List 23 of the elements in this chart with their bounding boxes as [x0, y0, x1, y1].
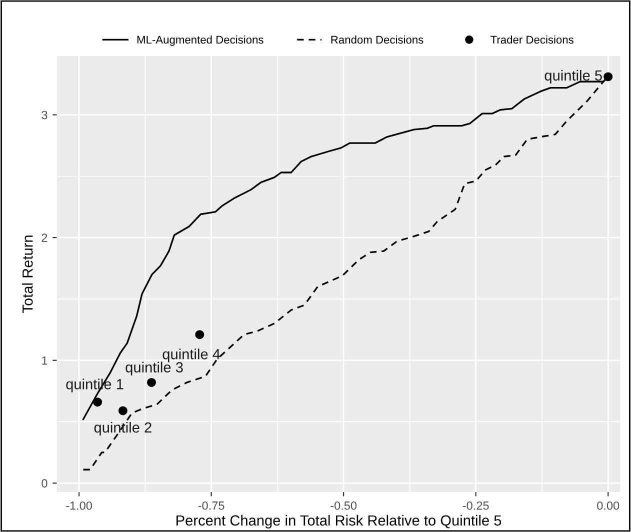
annotation: quintile 5: [544, 70, 602, 84]
y-tick-label: 3: [42, 110, 48, 120]
y-tick-label: 0: [42, 479, 48, 488]
annotation: quintile 4: [162, 348, 220, 362]
annotation: quintile 3: [126, 362, 183, 376]
y-tick-label: 2: [42, 234, 48, 242]
y-axis-title: Total Return: [22, 236, 33, 313]
x-tick-label: -1.00: [66, 501, 92, 510]
x-tick-label: 0.00: [597, 501, 620, 510]
x-tick-label: -0.75: [198, 501, 224, 510]
point: [147, 378, 156, 387]
point: [118, 406, 128, 416]
point: [195, 330, 204, 340]
x-axis-title: Percent Change in Total Risk Relative to Quintile 5: [176, 514, 502, 529]
y-tick-label: 1: [42, 356, 48, 365]
legend-label: Random Decisions: [331, 36, 424, 44]
x-tick-label: -0.25: [462, 501, 489, 510]
legend-label: ML-Augmented Decisions: [137, 36, 264, 46]
point: [604, 72, 613, 82]
annotation: quintile 2: [94, 422, 152, 436]
x-tick-label: -0.50: [330, 501, 357, 510]
legend-label: Trader Decisions: [490, 36, 574, 44]
point: [93, 398, 102, 407]
